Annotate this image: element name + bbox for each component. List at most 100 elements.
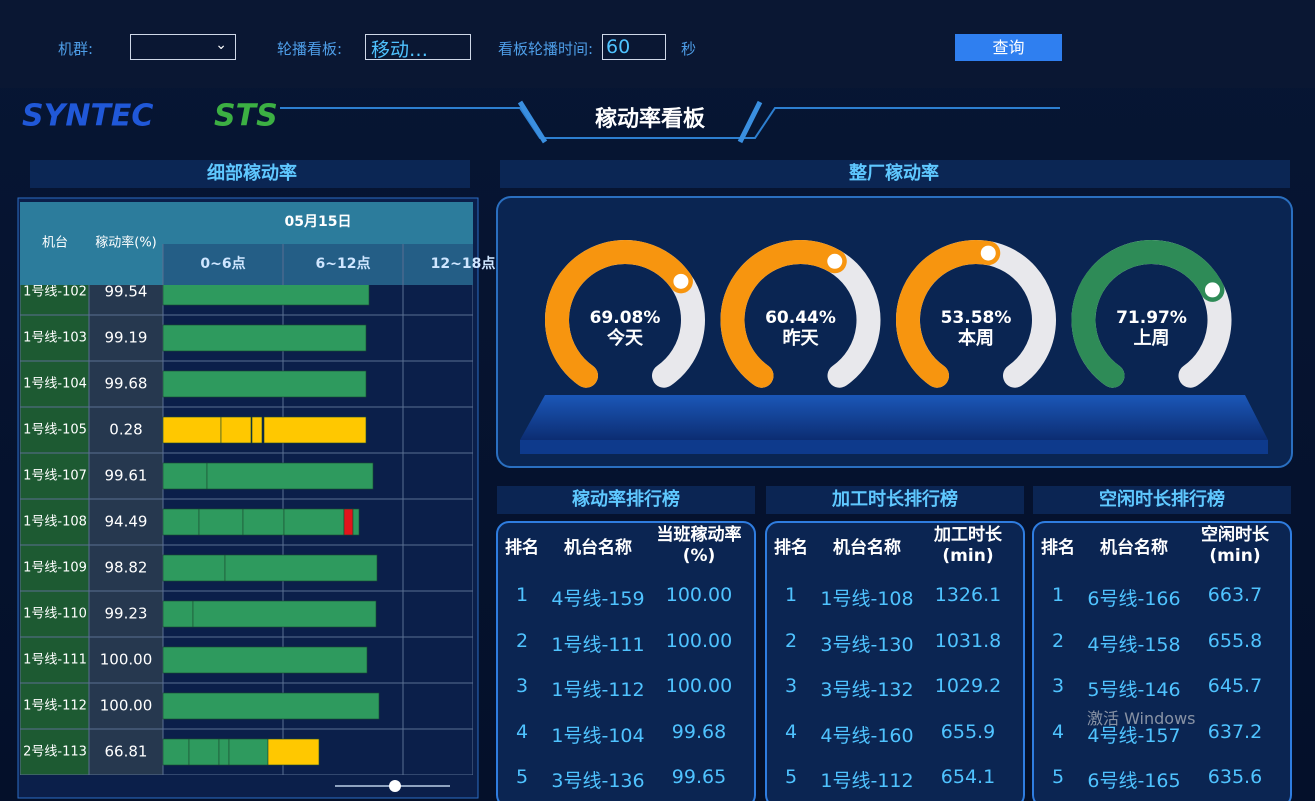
rank-title: 空闲时长排行榜 — [1099, 488, 1225, 510]
rank-cell: 3号线-132 — [820, 679, 914, 701]
header-cell — [163, 244, 473, 285]
status-segment — [162, 462, 208, 490]
col-header: 机台 — [42, 236, 68, 251]
rank-cell: 100.00 — [665, 629, 733, 652]
gantt: 机台 稼动率(%) 05月15日 0~6点 6~12点 12~18点 1号线-102 99.5… — [20, 202, 495, 775]
machine-cell — [20, 636, 90, 684]
select[interactable]: 移动… — [365, 34, 471, 61]
rank-cell: 654.1 — [940, 766, 996, 788]
machine-name: 1号线-105 — [23, 423, 87, 438]
gauge-knob — [977, 242, 999, 264]
rank-cell: 4 — [515, 720, 529, 743]
rank-header: 排名 — [1041, 538, 1075, 558]
gauge-arc — [720, 240, 847, 388]
rate-value: 0.28 — [109, 421, 142, 439]
rate-cell — [88, 636, 164, 684]
machine-cell — [20, 314, 90, 362]
rate-cell — [88, 544, 164, 592]
status-segment — [228, 738, 269, 766]
rate-cell — [88, 406, 164, 454]
rank-cell: 1031.8 — [934, 629, 1002, 652]
panel-title: 整厂稼动率 — [848, 162, 939, 184]
rank-cell: 4号线-158 — [1087, 633, 1181, 656]
button[interactable]: 查询 — [955, 34, 1062, 61]
machine-name: 1号线-110 — [23, 607, 87, 622]
gantt-body: 1号线-102 99.54 1号线-103 99.19 1号线-104 99.68 1号线-… — [20, 285, 473, 775]
rank-cell: 6号线-166 — [1087, 588, 1181, 610]
rank-header: 空闲时长(min) — [1201, 525, 1269, 566]
status-segment — [162, 370, 367, 398]
rank-cell: 1号线-111 — [551, 633, 645, 656]
rate-cell — [88, 314, 164, 362]
rank-panel — [496, 521, 756, 801]
rate-value: 94.49 — [105, 513, 148, 531]
machine-name: 1号线-102 — [23, 285, 87, 300]
rank-cell: 4号线-157 — [1087, 724, 1181, 747]
rank-cell: 3号线-130 — [820, 633, 914, 656]
gauge-value: 71.97% — [1116, 308, 1187, 328]
panel-title-bg — [500, 160, 1290, 188]
rate-value: 100.00 — [100, 651, 153, 669]
machine-name: 1号线-111 — [23, 653, 87, 668]
rank-title-bg — [497, 486, 755, 514]
status-segment — [352, 508, 360, 536]
gauge-value: 53.58% — [941, 308, 1012, 328]
machine-cell — [20, 360, 90, 408]
status-segment — [198, 508, 244, 536]
rank-cell: 2 — [784, 629, 798, 652]
status-segment — [343, 508, 354, 536]
machine-name: 1号线-109 — [23, 561, 87, 576]
rank-cell: 1号线-108 — [820, 588, 914, 610]
rank-header: 加工时长(min) — [934, 525, 1002, 566]
status-segment — [162, 285, 370, 306]
status-segment — [188, 738, 220, 766]
rank-cell: 100.00 — [665, 675, 733, 697]
rank-title: 稼动率排行榜 — [572, 488, 680, 510]
status-segment — [192, 600, 377, 628]
header-deco — [280, 107, 1060, 139]
toolbar-bg — [0, 0, 1315, 88]
rank-cell: 655.9 — [940, 720, 996, 743]
gauge-label: 今天 — [607, 327, 644, 349]
select[interactable]: ⌄ — [130, 34, 236, 60]
watermark: 激活 Windows — [1087, 709, 1196, 728]
rank-cell: 655.8 — [1207, 629, 1263, 652]
status-segment — [162, 692, 380, 720]
machine-name: 1号线-104 — [23, 377, 87, 392]
rank-cell: 99.68 — [671, 720, 727, 743]
rate-value: 98.82 — [105, 559, 148, 577]
status-segment — [162, 508, 200, 536]
machine-cell — [20, 728, 90, 775]
period-header: 6~12点 — [316, 255, 371, 272]
rank-cell: 2 — [1051, 629, 1065, 652]
status-segment — [162, 554, 226, 582]
col-header: 稼动率(%) — [95, 235, 157, 251]
rank-cell: 3 — [784, 675, 798, 697]
gauge-label: 本周 — [958, 327, 994, 349]
rank-cell: 5 — [1051, 766, 1065, 788]
rank-panel — [1032, 521, 1292, 801]
gauge-label: 上周 — [1134, 328, 1170, 349]
status-segment — [218, 738, 230, 766]
rank-cell: 3号线-136 — [551, 770, 645, 792]
select-value: 移动… — [371, 39, 429, 61]
platform — [520, 395, 1268, 440]
status-segment — [267, 738, 320, 766]
rank-cell: 4 — [784, 720, 798, 743]
chevron: ⌄ — [215, 37, 227, 53]
rank-cell: 3 — [1051, 675, 1065, 697]
rate-cell — [88, 682, 164, 730]
rank-cell: 1 — [515, 584, 529, 606]
rate-value: 66.81 — [105, 743, 148, 761]
input[interactable]: 60 — [602, 34, 666, 60]
rank-header: 当班稼动率(%) — [656, 525, 742, 566]
logo: SYNTEC — [22, 99, 153, 134]
label: 秒 — [681, 40, 697, 58]
machine-name: 1号线-103 — [23, 331, 87, 346]
page-title: 稼动率看板 — [595, 106, 706, 132]
status-segment — [220, 416, 252, 444]
rank-header: 机台名称 — [564, 538, 632, 558]
gauge-value: 69.08% — [590, 308, 661, 328]
